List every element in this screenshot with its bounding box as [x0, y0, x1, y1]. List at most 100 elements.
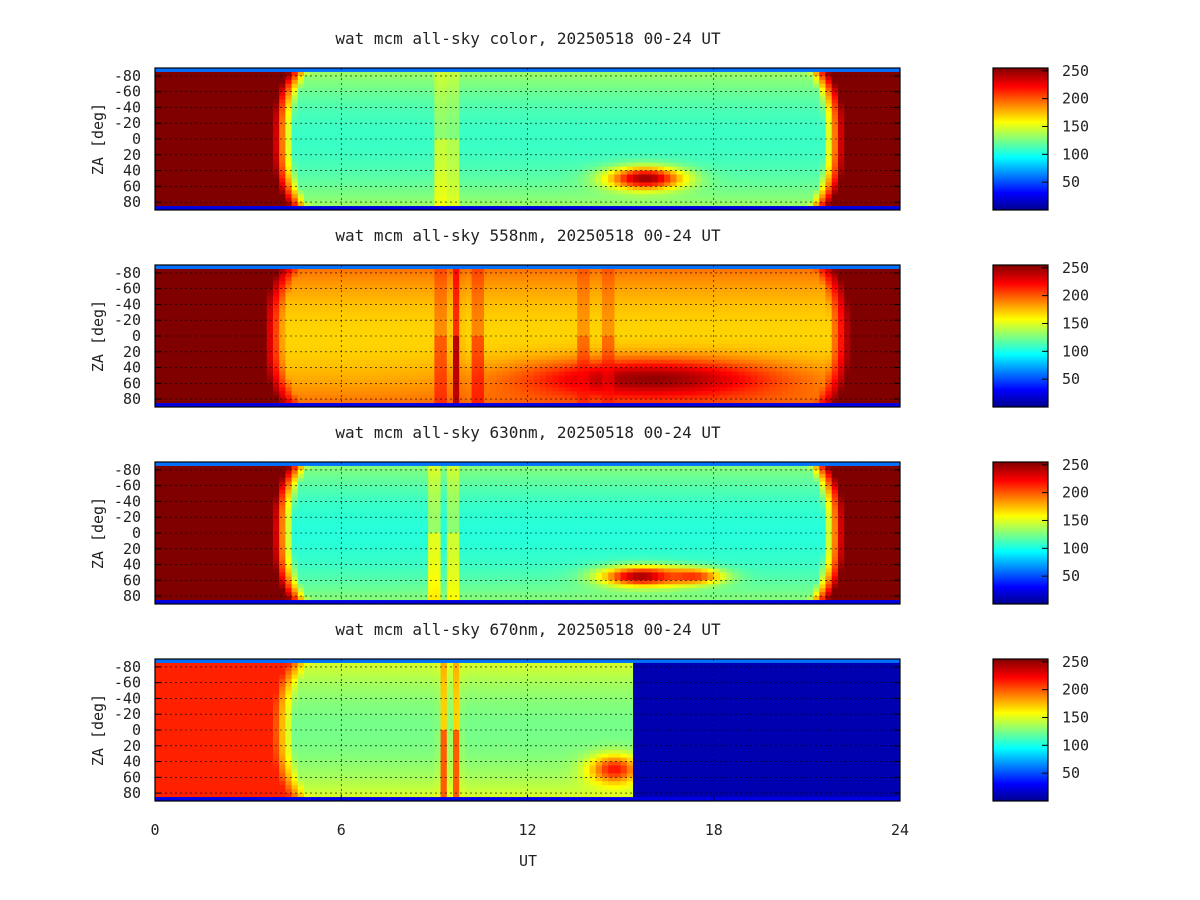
heatmap-cell — [428, 139, 435, 144]
heatmap-cell — [788, 170, 795, 175]
heatmap-cell — [210, 206, 218, 211]
heatmap-cell — [328, 83, 336, 89]
heatmap-cell — [217, 162, 224, 168]
heatmap-cell — [577, 79, 584, 85]
heatmap-cell — [651, 127, 659, 132]
heatmap-cell — [409, 131, 417, 136]
heatmap-cell — [645, 178, 653, 183]
heatmap-cell — [297, 79, 305, 85]
heatmap-cell — [856, 79, 864, 85]
heatmap-cell — [161, 75, 168, 81]
heatmap-cell — [583, 162, 590, 168]
heatmap-cell — [645, 68, 653, 73]
heatmap-cell — [421, 79, 429, 85]
heatmap-cell — [446, 107, 454, 112]
heatmap-cell — [589, 154, 597, 160]
heatmap-cell — [620, 146, 628, 152]
heatmap-cell — [179, 71, 187, 77]
heatmap-cell — [353, 119, 361, 124]
heatmap-cell — [477, 198, 485, 203]
heatmap-cell — [707, 127, 715, 132]
heatmap-cell — [775, 107, 783, 112]
heatmap-cell — [738, 91, 746, 97]
heatmap-cell — [235, 367, 243, 372]
heatmap-cell — [453, 103, 460, 108]
heatmap-cell — [155, 75, 162, 81]
heatmap-cell — [527, 103, 535, 108]
heatmap-cell — [695, 79, 702, 85]
heatmap-cell — [446, 111, 454, 116]
heatmap-cell — [800, 71, 808, 77]
heatmap-cell — [279, 111, 286, 116]
heatmap-cell — [552, 170, 559, 175]
heatmap-cell — [626, 119, 634, 124]
heatmap-cell — [850, 190, 857, 195]
heatmap-cell — [248, 328, 255, 333]
heatmap-cell — [409, 142, 417, 148]
heatmap-cell — [192, 355, 199, 361]
heatmap-cell — [633, 115, 640, 120]
heatmap-cell — [161, 95, 168, 100]
heatmap-cell — [670, 75, 677, 81]
heatmap-cell — [533, 68, 541, 73]
heatmap-cell — [155, 150, 162, 156]
heatmap-cell — [471, 75, 479, 81]
heatmap-cell — [825, 206, 833, 211]
heatmap-cell — [558, 202, 566, 207]
heatmap-cell — [688, 166, 696, 171]
heatmap-cell — [167, 174, 175, 179]
heatmap-cell — [645, 206, 653, 211]
heatmap-cell — [664, 95, 671, 100]
heatmap-cell — [322, 83, 330, 89]
heatmap-cell — [415, 174, 423, 179]
heatmap-cell — [229, 190, 237, 195]
heatmap-cell — [241, 194, 249, 199]
heatmap-cell — [744, 142, 752, 148]
heatmap-cell — [155, 202, 162, 207]
heatmap-cell — [577, 91, 584, 97]
heatmap-cell — [862, 190, 870, 195]
heatmap-cell — [335, 186, 342, 191]
heatmap-cell — [297, 178, 305, 183]
heatmap-cell — [788, 158, 795, 164]
heatmap-cell — [502, 79, 510, 85]
heatmap-cell — [421, 68, 429, 73]
heatmap-cell — [837, 115, 845, 120]
heatmap-cell — [235, 300, 243, 305]
heatmap-cell — [763, 154, 771, 160]
heatmap-cell — [484, 194, 491, 199]
heatmap-cell — [192, 198, 199, 203]
heatmap-cell — [304, 174, 311, 179]
heatmap-cell — [695, 206, 702, 211]
heatmap-cell — [620, 103, 628, 108]
heatmap-cell — [806, 75, 814, 81]
heatmap-cell — [254, 146, 261, 152]
heatmap-cell — [204, 276, 212, 282]
heatmap-cell — [831, 95, 839, 100]
heatmap-cell — [161, 363, 168, 368]
heatmap-cell — [328, 107, 336, 112]
heatmap-cell — [316, 206, 324, 211]
heatmap-cell — [639, 83, 646, 89]
heatmap-cell — [850, 186, 857, 191]
heatmap-cell — [657, 107, 665, 112]
heatmap-cell — [813, 139, 820, 144]
heatmap-cell — [260, 131, 268, 136]
heatmap-cell — [701, 68, 708, 73]
heatmap-cell — [167, 304, 175, 309]
heatmap-cell — [223, 190, 230, 195]
heatmap-cell — [719, 103, 727, 108]
heatmap-cell — [347, 123, 355, 128]
heatmap-cell — [496, 83, 504, 89]
heatmap-cell — [453, 146, 460, 152]
heatmap-cell — [850, 103, 857, 108]
heatmap-cell — [651, 103, 659, 108]
heatmap-cell — [868, 111, 876, 116]
heatmap-cell — [701, 190, 708, 195]
heatmap-cell — [844, 79, 851, 85]
heatmap-cell — [626, 95, 634, 100]
heatmap-cell — [428, 71, 435, 77]
heatmap-cell — [223, 347, 230, 353]
heatmap-cell — [372, 154, 379, 160]
heatmap-cell — [757, 71, 764, 77]
